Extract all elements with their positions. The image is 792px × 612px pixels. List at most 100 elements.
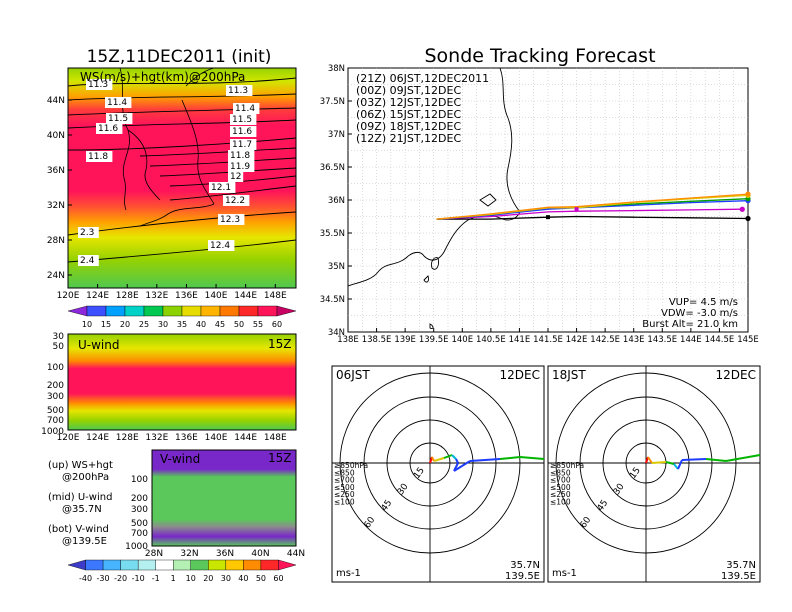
track-y-tick: 38N [328,64,345,74]
speed-colorbar-label: 25 [139,320,149,329]
contour-label: 12.3 [220,215,240,225]
level-legend-entry: ≤700 [334,476,355,485]
track-x-tick: 143E [623,335,645,345]
island [423,275,429,283]
wind-colorbar: -40 -30 -20 -10 -1 1 10 20 30 40 50 60 [67,559,297,583]
level-legend-entry: ≤500 [334,483,355,492]
speed-colorbar-label: 50 [234,320,244,329]
track-legend-entry: (12Z) 21JST,12DEC [356,132,461,145]
contour-label: 2.3 [80,228,94,238]
contour-label-box [209,182,236,193]
hodograph-frame [331,365,545,583]
map-lat-tick: 40N [47,131,65,141]
track-legend-entry: (21Z) 06JST,12DEC2011 [356,72,489,85]
track-x-tick: 143.5E [647,335,677,345]
vwind-lat-tick: 36N [216,549,234,559]
wind-colorbar-label: 10 [186,574,196,583]
wind-colorbar-swatch [260,559,279,571]
level-legend-entry: ≤100 [550,498,571,507]
speed-colorbar-label: 10 [82,320,92,329]
track-x-tick: 142.5E [590,335,620,345]
hodograph-segment [433,457,445,462]
contour-label: 11.4 [107,98,127,108]
map-lat-tick: 28N [47,236,65,246]
uwind-pressure-tick: 100 [47,363,64,373]
speed-colorbar-label: 55 [253,320,263,329]
level-legend-entry: ≤700 [550,476,571,485]
hodograph-segment [519,456,545,460]
right-title: Sonde Tracking Forecast [424,45,655,67]
track-line [436,215,749,220]
hodograph-segment [451,454,457,460]
speed-colorbar-label: 45 [215,320,225,329]
hodograph-segment [725,454,761,462]
track-info-line: VUP= 4.5 m/s [669,297,738,308]
track-x-tick: 142E [566,335,588,345]
legend-note-line2: @139.5E [62,536,107,547]
uwind-lon-tick: 128E [116,433,139,443]
wind-colorbar-label: -30 [97,574,110,583]
wind-colorbar-label: -40 [79,574,92,583]
contour-label: 12.1 [211,183,231,193]
track-info-line: VDW= -3.0 m/s [661,308,738,319]
map-label: WS(m/s)+hgt(km)@200hPa [80,70,245,84]
vwind-time: 15Z [268,451,292,465]
wind-colorbar-label: 60 [273,574,283,583]
track-x-tick: 140.5E [476,335,506,345]
contour-label-box [226,85,253,96]
hodograph-segment [453,460,471,472]
uwind-lon-tick: 136E [175,433,198,443]
track-legend-entry: (03Z) 12JST,12DEC [356,96,461,109]
track-x-ticks: 138E 138.5E 139E 139.5E 140E 140.5E 141E 141.5E… [337,328,759,345]
vwind-lat-tick: 40N [251,549,269,559]
wind-colorbar-swatch [120,559,139,571]
map-lat-tick: 44N [47,96,65,106]
vwind-lat-tick: 32N [180,549,198,559]
map-lon-tick: 140E [205,291,228,301]
track-panel: 138E 138.5E 139E 139.5E 140E 140.5E 141E 141.5E… [320,64,759,345]
hodograph-segment [647,456,653,464]
track-legend-entry: (06Z) 15JST,12DEC [356,108,461,121]
wind-colorbar-swatch [190,559,209,571]
map-lon-tick: 124E [86,291,109,301]
wind-colorbar-label: 1 [171,574,176,583]
level-legend-entry: ≤850 [334,468,355,477]
contour-label: 11.8 [230,151,250,161]
hodograph-segment [469,458,501,462]
hodograph-time: 18JST [552,368,586,382]
track-x-tick: 145E [737,335,759,345]
track-end-point [739,206,745,212]
uwind-pressure-tick: 1000 [41,427,64,437]
contour-label: 11.5 [232,115,252,125]
contour-label-box [106,113,133,124]
hodograph-lat: 35.7N [726,560,756,571]
speed-colorbar-swatch [86,305,107,317]
hodograph-lon: 139.5E [721,571,756,582]
contour-label-box [230,126,257,137]
contour-label: 12.2 [225,196,245,206]
level-legend-entry: ≥850hPa [334,461,368,470]
track-x-tick: 139E [394,335,416,345]
height-contours [67,77,297,263]
map-lat-tick: 32N [47,201,65,211]
vwind-lat-ticks: 28N 32N 36N 40N 44N [145,549,305,559]
contour-label-box [223,195,250,206]
speed-colorbar-label: 40 [196,320,206,329]
wind-colorbar-swatch [208,559,227,571]
vwind-pressure-tick: 700 [131,529,148,539]
uwind-lon-tick: 132E [145,433,168,443]
vwind-pressure-tick: 200 [131,494,148,504]
vwind-pressure-tick: 500 [131,519,148,529]
map-lon-tick: 136E [175,291,198,301]
speed-colorbar-swatch [143,305,164,317]
contour-label: 2.4 [80,256,95,266]
level-legend-entry: ≥850hPa [550,461,584,470]
level-legend-entry: ≤250 [550,490,571,499]
wind-colorbar-swatch [225,559,244,571]
track-end-point [745,215,751,222]
map-lon-tick: 148E [264,291,287,301]
track-y-tick: 35.5N [320,229,345,239]
contour-label: 11.6 [232,127,252,137]
